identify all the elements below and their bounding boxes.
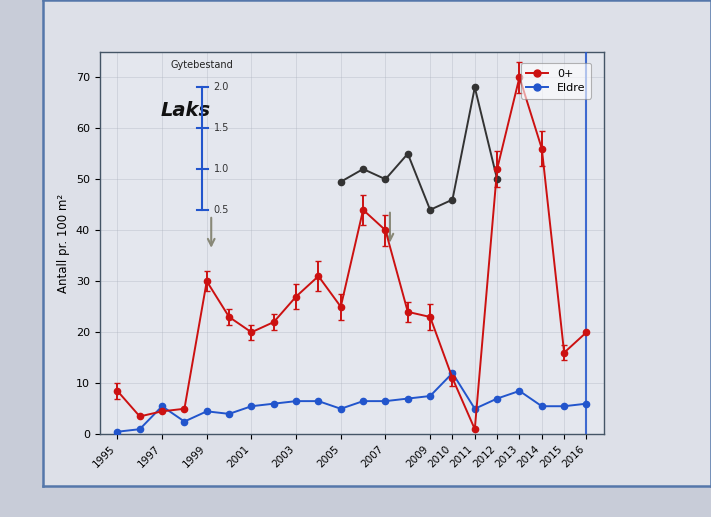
- Text: Gytebestand: Gytebestand: [171, 59, 234, 70]
- Text: Laks: Laks: [160, 101, 210, 120]
- Legend: 0+, Eldre: 0+, Eldre: [520, 63, 592, 99]
- Text: 0.5: 0.5: [213, 205, 229, 215]
- Text: 2.0: 2.0: [213, 82, 229, 93]
- Text: 1.5: 1.5: [213, 123, 229, 133]
- Y-axis label: Antall pr. 100 m²: Antall pr. 100 m²: [57, 193, 70, 293]
- Text: 1.0: 1.0: [213, 164, 229, 174]
